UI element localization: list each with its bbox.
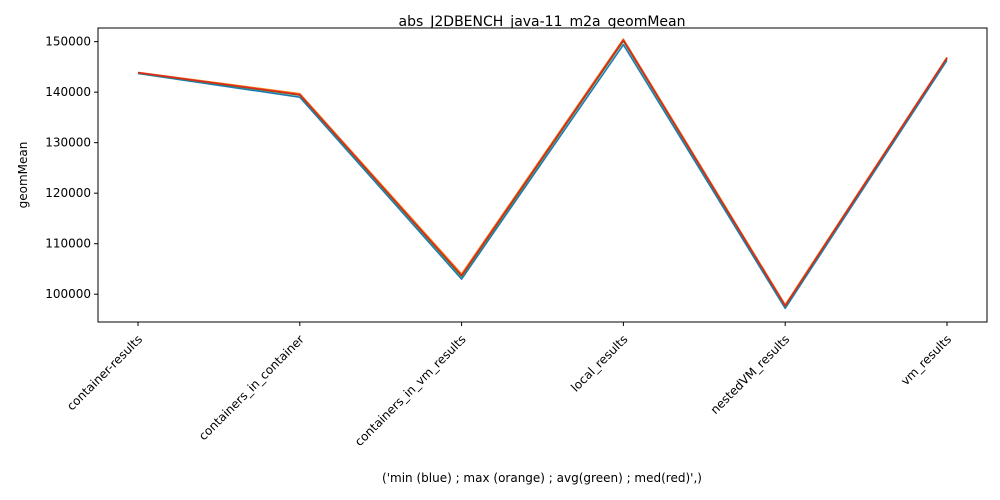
y-tick-label: 100000 (45, 287, 91, 301)
y-tick-label: 120000 (45, 186, 91, 200)
series-layer (137, 38, 948, 310)
series-line-med (137, 39, 948, 307)
y-axis-label: geomMean (16, 142, 30, 209)
x-axis: container-results containers_in_container… (64, 322, 954, 449)
x-tick-label: container-results (64, 332, 145, 413)
y-tick-label: 140000 (45, 85, 91, 99)
x-tick-label: containers_in_vm_results (352, 332, 469, 449)
y-tick-label: 110000 (45, 237, 91, 251)
plot-area (97, 27, 988, 323)
series-line-min (137, 43, 948, 310)
chart-title: abs_J2DBENCH_java-11_m2a_geomMean (399, 14, 686, 30)
x-tick-label: containers_in_container (196, 332, 307, 443)
x-axis-label: ('min (blue) ; max (orange) ; avg(green)… (382, 471, 702, 485)
y-tick-label: 150000 (45, 35, 91, 49)
y-tick-label: 130000 (45, 136, 91, 150)
x-tick-label: local_results (568, 332, 630, 394)
x-tick-label: nestedVM_results (708, 332, 793, 417)
x-tick-label: vm_results (898, 332, 954, 388)
y-axis: 100000 110000 120000 130000 140000 150000 (45, 35, 98, 301)
